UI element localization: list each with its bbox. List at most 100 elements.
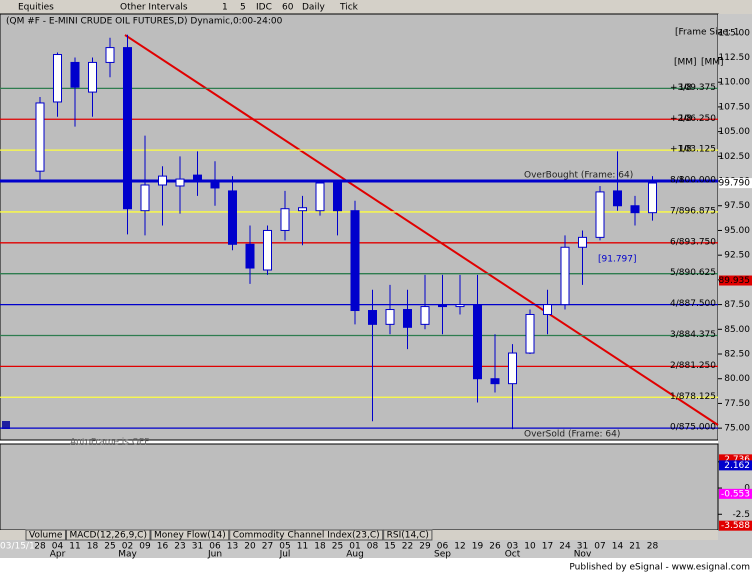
tab-frame <box>25 529 66 541</box>
indicator-flag <box>719 460 752 471</box>
candle-body <box>123 47 132 210</box>
x-tick-label: 24 <box>559 542 571 552</box>
toolbar-button[interactable]: 60 <box>282 3 294 13</box>
candle-body <box>228 190 237 245</box>
y-tick-label: 115.00 <box>719 28 751 38</box>
footer: Published by eSignal - www.esignal.com <box>569 563 750 573</box>
x-tick-label: 27 <box>262 542 273 552</box>
x-tick-label: 22 <box>402 542 413 552</box>
x-tick-label: 09 <box>139 542 151 552</box>
candle-body <box>543 304 552 315</box>
month-label: May <box>118 550 137 560</box>
y-tick-label: 77.50 <box>724 399 750 409</box>
annotation: OverBought (Frame: 64) <box>524 171 633 181</box>
indicator-flag-label: 2.162 <box>724 461 750 471</box>
tab-frame <box>65 529 151 541</box>
date-axis <box>0 540 752 558</box>
candle-body <box>385 309 395 325</box>
x-tick-label: 29 <box>419 542 431 552</box>
level-value: 87.500 <box>685 299 717 309</box>
y-tick-label: 95.00 <box>724 226 750 236</box>
x-tick-label: 01 <box>349 542 360 552</box>
y-tick-label: 112.50 <box>719 53 751 63</box>
candle-body <box>193 174 202 180</box>
candle-body <box>525 313 535 354</box>
x-tick-label: 28 <box>34 542 46 552</box>
y-tick-label: 105.00 <box>719 127 751 137</box>
toolbar-button[interactable]: Equities <box>18 3 54 13</box>
candle-body <box>560 246 570 306</box>
candle-body <box>280 208 290 231</box>
candle-body <box>70 61 80 88</box>
x-tick-label: 04 <box>52 542 64 552</box>
x-tick-label: 25 <box>332 542 343 552</box>
candle-body <box>350 210 360 312</box>
level-value: 84.375 <box>685 330 717 340</box>
indicator-tab[interactable]: Volume <box>29 531 63 541</box>
month-label: Nov <box>574 550 592 560</box>
x-tick-label: 31 <box>192 542 203 552</box>
x-tick-label: 19 <box>472 542 484 552</box>
candle-body <box>613 190 622 207</box>
level-value: 96.875 <box>685 206 717 216</box>
toolbar-button[interactable]: 5 <box>240 3 246 13</box>
level-value: 103.125 <box>679 145 716 155</box>
annotation: OverSold (Frame: 64) <box>524 430 620 440</box>
y-tick-label: 110.00 <box>719 78 751 88</box>
candle-body <box>473 304 482 380</box>
x-tick-label: 23 <box>174 542 185 552</box>
toolbar-button[interactable]: 1 <box>222 3 228 13</box>
candle-body <box>490 378 500 385</box>
candle-body <box>298 207 307 212</box>
x-tick-label: 14 <box>612 542 624 552</box>
mm-label: [MM] <box>701 58 724 68</box>
x-tick-label: 18 <box>87 542 99 552</box>
indicator-flag-label: 2.736 <box>724 455 750 465</box>
candle-body <box>420 306 430 325</box>
start-date: 03/15/11 <box>0 542 40 552</box>
tab-frame <box>229 529 384 541</box>
indicator-pane <box>0 443 719 531</box>
toolbar-button[interactable]: IDC <box>256 3 272 13</box>
candle-body <box>630 205 640 214</box>
indicator-flag <box>719 520 752 531</box>
toolbar-button[interactable]: Daily <box>302 3 325 13</box>
x-tick-label: 11 <box>297 542 308 552</box>
indicator-tab[interactable]: RSI(14,C) <box>387 531 429 541</box>
price-flag <box>719 178 752 189</box>
candle-body <box>158 175 167 186</box>
level-name: 3/8 <box>670 330 685 340</box>
level-name: 4/8 <box>670 299 685 309</box>
candle-body <box>578 236 587 248</box>
candle-body <box>438 304 447 308</box>
x-tick-label: 17 <box>542 542 553 552</box>
y-tick-label: 92.50 <box>724 251 750 261</box>
indicator-flag-label: -0.553 <box>721 489 750 499</box>
toolbar-button[interactable]: Tick <box>339 3 359 13</box>
indicator-tab[interactable]: Commodity Channel Index(23,C) <box>233 531 380 541</box>
candle-body <box>648 182 657 214</box>
indicator-flag <box>719 488 752 499</box>
candle-body <box>105 47 115 63</box>
x-tick-label: 03 <box>507 542 518 552</box>
x-tick-label: 02 <box>122 542 133 552</box>
x-tick-label: 12 <box>454 542 465 552</box>
month-label: Aug <box>346 550 364 560</box>
level-value: 78.125 <box>685 392 717 402</box>
level-name: 2/8 <box>670 361 685 371</box>
toolbar-button[interactable]: Other Intervals <box>120 3 188 13</box>
toolbar <box>0 0 752 14</box>
candle-body <box>263 229 272 271</box>
level-name: 0/8 <box>670 423 685 433</box>
indicator-tab[interactable]: MACD(12,26,9,C) <box>69 531 147 541</box>
month-label: Apr <box>50 550 66 560</box>
indicator-tab[interactable]: Money Flow(14) <box>154 531 226 541</box>
y-tick-label: 80.00 <box>724 374 750 384</box>
y-tick-label: 82.50 <box>724 350 750 360</box>
y-tick-label: 85.00 <box>724 325 750 335</box>
level-name: 1/8 <box>670 392 685 402</box>
annotation: [91.797] <box>598 255 637 265</box>
x-tick-label: 06 <box>209 542 221 552</box>
candle-body <box>88 61 97 93</box>
